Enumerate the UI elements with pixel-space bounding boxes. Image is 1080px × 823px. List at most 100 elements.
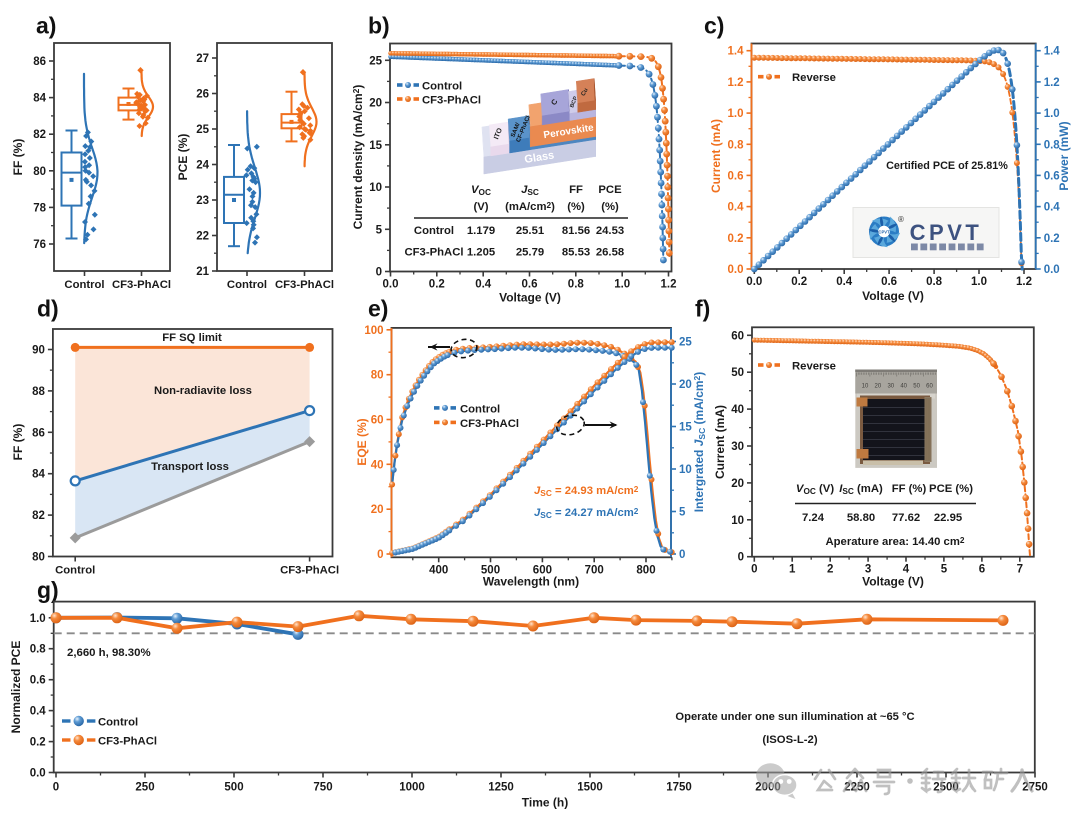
svg-text:84: 84 xyxy=(32,469,45,481)
svg-text:84: 84 xyxy=(33,93,46,105)
svg-text:1000: 1000 xyxy=(399,782,425,794)
svg-text:0: 0 xyxy=(751,564,757,576)
svg-text:Non-radiavite loss: Non-radiavite loss xyxy=(154,385,252,397)
svg-text:Reverse: Reverse xyxy=(792,72,836,84)
svg-text:Current density (mA/cm2): Current density (mA/cm2) xyxy=(351,85,365,230)
svg-text:Operate under one sun illumina: Operate under one sun illumination at ~6… xyxy=(675,711,914,723)
svg-text:77.62: 77.62 xyxy=(892,512,920,524)
svg-text:0.0: 0.0 xyxy=(1044,264,1060,276)
svg-text:f): f) xyxy=(695,296,710,322)
svg-text:1250: 1250 xyxy=(488,782,514,794)
svg-text:0: 0 xyxy=(376,267,382,279)
svg-text:0: 0 xyxy=(679,549,685,561)
svg-text:Voltage (V): Voltage (V) xyxy=(862,575,924,589)
svg-text:0.6: 0.6 xyxy=(728,170,744,182)
svg-text:0.8: 0.8 xyxy=(728,139,745,151)
svg-text:ISC (mA): ISC (mA) xyxy=(839,483,883,496)
svg-text:0.2: 0.2 xyxy=(30,737,46,749)
svg-text:1500: 1500 xyxy=(577,782,603,794)
svg-text:85.53: 85.53 xyxy=(562,247,590,259)
svg-text:80: 80 xyxy=(32,552,45,564)
svg-text:2,660 h, 98.30%: 2,660 h, 98.30% xyxy=(67,647,151,659)
svg-text:CF3-PhACl: CF3-PhACl xyxy=(98,736,157,748)
svg-text:1.205: 1.205 xyxy=(467,247,495,259)
svg-text:0.6: 0.6 xyxy=(881,276,897,288)
svg-text:25: 25 xyxy=(679,337,692,349)
svg-text:1.0: 1.0 xyxy=(728,108,744,120)
svg-text:0: 0 xyxy=(738,552,744,564)
svg-text:40: 40 xyxy=(731,404,744,416)
svg-text:0.4: 0.4 xyxy=(1044,202,1061,214)
svg-text:b): b) xyxy=(368,13,390,39)
svg-text:23: 23 xyxy=(196,195,209,207)
svg-text:BCP: BCP xyxy=(569,95,579,108)
svg-text:ITO: ITO xyxy=(493,127,504,141)
svg-text:10: 10 xyxy=(679,464,692,476)
svg-text:30: 30 xyxy=(731,441,744,453)
svg-text:0.0: 0.0 xyxy=(383,279,399,291)
svg-text:82: 82 xyxy=(33,129,46,141)
svg-text:2: 2 xyxy=(827,564,833,576)
svg-text:CPVT: CPVT xyxy=(878,229,890,234)
svg-text:21: 21 xyxy=(196,266,209,278)
svg-text:80: 80 xyxy=(371,370,384,382)
svg-text:7.24: 7.24 xyxy=(802,512,825,524)
svg-text:Control: Control xyxy=(55,565,95,577)
svg-text:0.4: 0.4 xyxy=(836,276,853,288)
svg-text:Power (mW): Power (mW) xyxy=(1057,121,1071,190)
svg-text:CF3-PhACl: CF3-PhACl xyxy=(405,247,464,259)
svg-text:10: 10 xyxy=(369,182,382,194)
svg-text:FF (%): FF (%) xyxy=(11,424,25,461)
svg-text:0: 0 xyxy=(53,782,59,794)
svg-text:Intergrated JSC (mA/cm2): Intergrated JSC (mA/cm2) xyxy=(692,372,707,513)
svg-text:JSC = 24.27 mA/cm2: JSC = 24.27 mA/cm2 xyxy=(534,506,639,520)
svg-text:Control: Control xyxy=(64,279,104,291)
svg-text:a): a) xyxy=(36,13,56,39)
svg-text:22: 22 xyxy=(196,231,209,243)
svg-text:PCE (%): PCE (%) xyxy=(929,483,973,495)
svg-text:1: 1 xyxy=(789,564,796,576)
svg-text:5: 5 xyxy=(679,507,686,519)
svg-text:1.2: 1.2 xyxy=(1016,276,1032,288)
svg-text:(%): (%) xyxy=(567,201,585,213)
svg-text:0.8: 0.8 xyxy=(30,644,47,656)
svg-text:25: 25 xyxy=(369,55,382,67)
svg-text:24.53: 24.53 xyxy=(596,225,624,237)
svg-text:CF3-PhACl: CF3-PhACl xyxy=(275,279,334,291)
svg-text:JSC = 24.93 mA/cm2: JSC = 24.93 mA/cm2 xyxy=(534,484,639,498)
svg-text:PCE (%): PCE (%) xyxy=(176,134,190,181)
svg-text:SAM/: SAM/ xyxy=(510,122,521,138)
svg-text:500: 500 xyxy=(224,782,243,794)
svg-text:4: 4 xyxy=(903,564,910,576)
svg-text:FF (%): FF (%) xyxy=(11,139,25,176)
svg-text:26.58: 26.58 xyxy=(596,247,624,259)
svg-text:30: 30 xyxy=(887,384,894,390)
svg-text:Reverse: Reverse xyxy=(792,361,836,373)
svg-text:50: 50 xyxy=(731,367,744,379)
svg-text:20: 20 xyxy=(369,98,382,110)
svg-text:22.95: 22.95 xyxy=(934,512,962,524)
svg-text:Control: Control xyxy=(98,717,138,729)
svg-text:(%): (%) xyxy=(601,201,619,213)
svg-text:CF3-PhACl: CF3-PhACl xyxy=(422,95,481,107)
svg-text:1.2: 1.2 xyxy=(1044,77,1060,89)
svg-text:700: 700 xyxy=(585,564,604,576)
svg-text:0.8: 0.8 xyxy=(1044,139,1061,151)
svg-text:25: 25 xyxy=(196,124,209,136)
svg-text:100: 100 xyxy=(364,325,383,337)
svg-text:Current (mA): Current (mA) xyxy=(709,119,723,193)
svg-text:82: 82 xyxy=(32,510,45,522)
svg-text:Control: Control xyxy=(422,81,462,93)
svg-text:50: 50 xyxy=(913,384,920,390)
svg-text:1.0: 1.0 xyxy=(30,613,46,625)
svg-text:Voltage (V): Voltage (V) xyxy=(499,291,561,305)
svg-text:40: 40 xyxy=(900,384,907,390)
svg-text:40: 40 xyxy=(371,459,384,471)
svg-text:0.2: 0.2 xyxy=(728,233,744,245)
svg-text:3: 3 xyxy=(865,564,871,576)
svg-text:Control: Control xyxy=(460,403,500,415)
svg-text:0: 0 xyxy=(377,549,383,561)
svg-text:0.2: 0.2 xyxy=(1044,233,1060,245)
svg-text:500: 500 xyxy=(481,564,500,576)
svg-text:5: 5 xyxy=(376,224,383,236)
